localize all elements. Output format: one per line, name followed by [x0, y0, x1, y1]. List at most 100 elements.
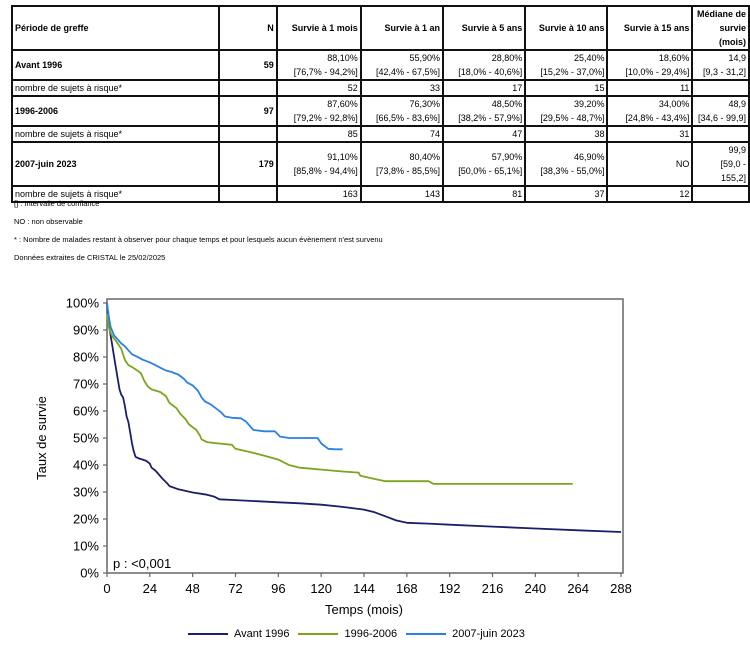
at-risk-cell: 38 — [524, 125, 609, 143]
survival-cell: 80,40% [73,8% - 85,5%] — [359, 141, 445, 187]
survival-value: 25,40% — [573, 53, 605, 63]
survival-cell: 87,60% [79,2% - 92,8%] — [275, 95, 362, 127]
x-tick-label: 144 — [353, 581, 375, 596]
legend-label: 1996-2006 — [344, 628, 398, 640]
x-tick-label: 216 — [482, 581, 504, 596]
at-risk-cell: 15 — [524, 79, 609, 97]
x-tick-label: 48 — [185, 581, 199, 596]
x-tick-label: 24 — [143, 581, 157, 596]
x-tick-label: 240 — [524, 581, 546, 596]
legend-swatch — [406, 633, 447, 635]
confidence-interval: [10,0% - 29,4%] — [625, 67, 690, 77]
at-risk-cell: 74 — [359, 125, 445, 143]
at-risk-cell: 33 — [359, 79, 445, 97]
note-source: Données extraites de CRISTAL le 25/02/20… — [14, 253, 166, 262]
confidence-interval: [85,8% - 94,4%] — [293, 166, 358, 176]
header-line: survie (mois) — [719, 23, 746, 47]
x-tick-label: 96 — [271, 581, 285, 596]
column-header: Survie à 1 mois — [275, 5, 362, 51]
group-n: 97 — [217, 95, 278, 127]
legend-label: Avant 1996 — [234, 628, 290, 640]
y-tick-label: 10% — [73, 539, 99, 554]
y-axis-label: Taux de survie — [34, 396, 49, 480]
x-tick-label: 120 — [310, 581, 332, 596]
y-tick-label: 100% — [66, 296, 100, 311]
y-tick-label: 30% — [73, 485, 99, 500]
confidence-interval: [42,4% - 67,5%] — [375, 67, 440, 77]
survival-value: 14,9 — [728, 53, 746, 63]
survival-value: 28,80% — [491, 53, 523, 63]
y-tick-label: 40% — [73, 458, 99, 473]
at-risk-row: nombre de sujets à risque* 85 74 47 38 31 — [11, 125, 750, 143]
survival-cell: 25,40% [15,2% - 37,0%] — [524, 49, 609, 81]
y-tick-label: 60% — [73, 404, 99, 419]
table-notes: [] : Intervalle de confiance NO : non ob… — [14, 195, 383, 267]
series-line-avant-1996 — [106, 302, 622, 533]
survival-cell: 88,10% [76,7% - 94,2%] — [275, 49, 362, 81]
y-tick-label: 20% — [73, 512, 99, 527]
at-risk-cell — [691, 185, 750, 203]
group-row: Avant 1996 59 88,10% [76,7% - 94,2%] 55,90% [… — [11, 49, 750, 81]
at-risk-cell: 37 — [524, 185, 609, 203]
group-n: 179 — [217, 141, 278, 187]
at-risk-cell: 81 — [441, 185, 527, 203]
at-risk-cell: 163 — [275, 185, 362, 203]
survival-value: 48,9 — [728, 99, 746, 109]
y-tick-label: 90% — [73, 323, 99, 338]
survival-value: 18,60% — [658, 53, 690, 63]
group-label: 2007-juin 2023 — [11, 141, 220, 187]
series-line-1996-2006 — [106, 313, 573, 485]
at-risk-row: nombre de sujets à risque* 52 33 17 15 11 — [11, 79, 750, 97]
x-tick-label: 168 — [396, 581, 418, 596]
x-axis-label: Temps (mois) — [325, 602, 403, 617]
confidence-interval: [79,2% - 92,8%] — [293, 113, 358, 123]
confidence-interval: [18,0% - 40,6%] — [458, 67, 523, 77]
confidence-interval: [66,5% - 83,6%] — [375, 113, 440, 123]
note-no: NO : non observable — [14, 217, 83, 226]
survival-value: 88,10% — [327, 53, 358, 63]
column-header: Médiane de survie (mois) — [691, 5, 750, 51]
note-at-risk: * : Nombre de malades restant à observer… — [14, 235, 383, 244]
at-risk-cell: 52 — [275, 79, 362, 97]
at-risk-label: nombre de sujets à risque* — [11, 79, 220, 97]
x-tick-label: 288 — [610, 581, 632, 596]
at-risk-cell — [691, 125, 750, 143]
y-tick-label: 70% — [73, 377, 99, 392]
survival-value: 80,40% — [409, 152, 440, 162]
survival-value: 48,50% — [491, 99, 523, 109]
confidence-interval: [15,2% - 37,0%] — [540, 67, 605, 77]
survival-table: Période de greffe N Survie à 1 mois Survie … — [11, 5, 750, 203]
confidence-interval: [29,5% - 48,7%] — [540, 113, 605, 123]
at-risk-label: nombre de sujets à risque* — [11, 125, 220, 143]
group-row: 1996-2006 97 87,60% [79,2% - 92,8%] 76,30% [6… — [11, 95, 750, 127]
survival-cell: 39,20% [29,5% - 48,7%] — [524, 95, 609, 127]
header-line: Médiane de — [696, 9, 746, 19]
legend-item-avant-1996: Avant 1996 — [188, 628, 289, 640]
legend-item-1996-2006: 1996-2006 — [298, 628, 397, 640]
y-tick-label: 0% — [80, 566, 99, 581]
at-risk-cell: 47 — [441, 125, 527, 143]
survival-value: 46,90% — [573, 152, 605, 162]
survival-value: 34,00% — [658, 99, 690, 109]
survival-cell: 99,9 [59,0 - 155,2] — [691, 141, 750, 187]
survival-value: 76,30% — [409, 99, 440, 109]
table-header-row: Période de greffe N Survie à 1 mois Survie … — [11, 5, 750, 51]
confidence-interval: [76,7% - 94,2%] — [293, 67, 358, 77]
x-tick-label: 192 — [439, 581, 461, 596]
empty-cell — [217, 125, 278, 143]
at-risk-cell: 143 — [359, 185, 445, 203]
column-header: Survie à 5 ans — [441, 5, 527, 51]
survival-value: 57,90% — [491, 152, 523, 162]
legend-label: 2007-juin 2023 — [452, 628, 525, 640]
confidence-interval: [38,2% - 57,9%] — [458, 113, 523, 123]
confidence-interval: [9,3 - 31,2] — [702, 67, 746, 77]
legend-item-2007-2023: 2007-juin 2023 — [406, 628, 525, 640]
column-header: Survie à 1 an — [359, 5, 445, 51]
series-line-2007-juin-2023 — [106, 302, 343, 451]
group-label: Avant 1996 — [11, 49, 220, 81]
group-row: 2007-juin 2023 179 91,10% [85,8% - 94,4%] 80… — [11, 141, 750, 187]
empty-cell — [217, 79, 278, 97]
group-n: 59 — [217, 49, 278, 81]
y-tick-label: 50% — [73, 431, 99, 446]
survival-cell: 14,9 [9,3 - 31,2] — [691, 49, 750, 81]
